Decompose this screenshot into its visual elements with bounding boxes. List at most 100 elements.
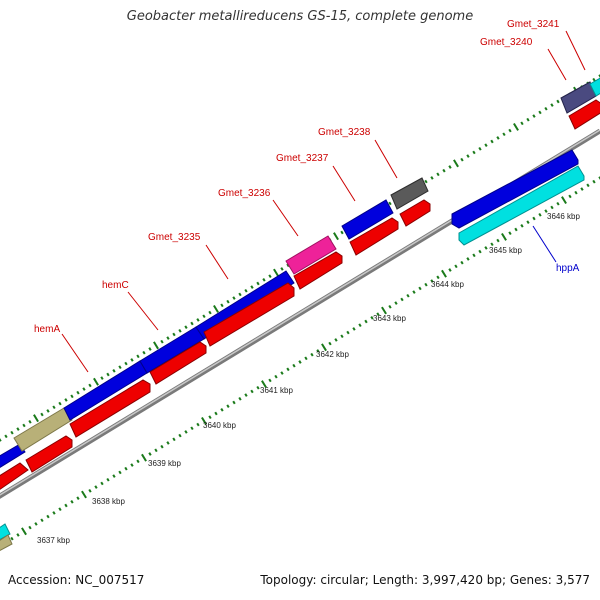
inner-tick-72 (430, 279, 434, 283)
cds-red-7 (399, 199, 431, 227)
inner-tick-9 (52, 511, 56, 515)
inner-tick-82 (490, 242, 494, 247)
inner-tick-3 (16, 533, 20, 537)
outer-tick-46 (273, 268, 279, 277)
inner-tick-73 (436, 275, 440, 280)
accession-text: Accession: NC_007517 (8, 573, 145, 587)
inner-tick-44 (261, 380, 267, 389)
inner-tick-78 (466, 257, 470, 261)
outer-tick-32 (190, 321, 194, 326)
cds-red-2 (69, 379, 151, 438)
inner-tick-28 (166, 441, 170, 445)
cds-red-partial-left (0, 462, 29, 490)
outer-tick-90 (538, 110, 542, 115)
outer-tick-71 (424, 179, 428, 184)
outer-tick-65 (388, 201, 392, 206)
outer-tick-44 (262, 278, 266, 282)
inner-tick-37 (220, 408, 224, 412)
inner-tick-38 (226, 404, 230, 408)
outer-tick-21 (124, 361, 128, 366)
outer-tick-33 (196, 318, 200, 322)
inner-tick-14 (81, 490, 87, 499)
outer-tick-89 (532, 114, 536, 118)
outer-tick-8 (46, 409, 50, 413)
outer-tick-30 (178, 328, 182, 333)
inner-tick-18 (106, 477, 110, 482)
outer-tick-11 (64, 398, 68, 402)
outer-tick-34 (202, 314, 206, 319)
inner-tick-25 (148, 452, 152, 456)
inner-tick-67 (400, 297, 404, 302)
outer-tick-26 (153, 341, 159, 350)
outer-tick-19 (112, 369, 116, 373)
outer-tick-40 (238, 292, 242, 297)
inner-tick-60 (358, 323, 362, 328)
outer-tick-28 (166, 336, 170, 340)
outer-tick-76 (453, 159, 459, 168)
outer-tick-4 (22, 423, 26, 428)
outer-tick-5 (28, 419, 32, 424)
inner-tick-92 (550, 205, 554, 210)
inner-tick-15 (88, 488, 92, 493)
scale-labels: 3637 kbp 3638 kbp 3639 kbp 3640 kbp 3641… (37, 212, 580, 545)
inner-tick-88 (526, 220, 530, 224)
inner-tick-81 (484, 246, 488, 250)
inner-tick-64 (381, 306, 387, 315)
inner-tick-47 (280, 371, 284, 375)
inner-tick-51 (304, 356, 308, 361)
outer-tick-82 (490, 139, 494, 144)
outer-tick-22 (130, 358, 134, 362)
outer-tick-93 (556, 99, 560, 104)
outer-tick-17 (100, 376, 104, 380)
outer-tick-92 (550, 103, 554, 107)
cds-hppA-blue (451, 149, 579, 229)
scale-label-3642: 3642 kbp (316, 350, 349, 359)
cds-red-1 (25, 435, 73, 473)
scale-label-3637: 3637 kbp (37, 536, 70, 545)
cds-cyan-partial-left (0, 523, 11, 541)
inner-tick-45 (268, 378, 272, 383)
inner-tick-84 (501, 232, 507, 241)
gene-label-hemA: hemA (34, 324, 60, 335)
inner-tick-58 (346, 330, 350, 335)
outer-tick-29 (172, 332, 176, 337)
inner-tick-6 (34, 522, 38, 526)
inner-tick-56 (334, 338, 338, 342)
inner-tick-4 (21, 527, 27, 536)
inner-tick-96 (574, 190, 578, 195)
inner-tick-55 (328, 341, 332, 346)
outer-tick-10 (58, 401, 62, 406)
outer-tick-15 (88, 383, 92, 388)
inner-tick-34 (201, 416, 207, 425)
inner-tick-97 (580, 187, 584, 191)
outer-tick-13 (76, 390, 80, 395)
inner-tick-52 (310, 352, 314, 357)
inner-tick-21 (124, 466, 128, 471)
cds-olive-block (13, 407, 73, 452)
outer-tick-47 (280, 267, 284, 271)
inner-tick-22 (130, 463, 134, 467)
scale-label-3643: 3643 kbp (373, 314, 406, 323)
outer-tick-12 (70, 394, 74, 399)
cds-olive-partial-left (0, 534, 13, 552)
gene-labels: hemA hemC Gmet_3235 Gmet_3236 Gmet_3237 … (34, 19, 580, 335)
inner-tick-61 (364, 319, 368, 324)
outer-tick-86 (513, 122, 519, 131)
outer-tick-57 (340, 230, 344, 235)
inner-tick-50 (298, 360, 302, 364)
outer-tick-6 (33, 414, 39, 423)
cds-red-3 (149, 341, 207, 385)
outer-tick-31 (184, 325, 188, 329)
inner-tick-75 (448, 268, 452, 272)
outer-tick-37 (220, 303, 224, 308)
outer-tick-87 (520, 121, 524, 126)
inner-tick-99 (592, 179, 596, 184)
gene-label-hppA: hppA (556, 263, 580, 274)
inner-tick-74 (441, 269, 447, 278)
inner-tick-2 (10, 536, 14, 541)
inner-tick-23 (136, 459, 140, 464)
inner-tick-ring (0, 176, 600, 548)
outer-tick-78 (466, 154, 470, 158)
outer-tick-16 (93, 377, 99, 386)
scale-label-3639: 3639 kbp (148, 459, 181, 468)
